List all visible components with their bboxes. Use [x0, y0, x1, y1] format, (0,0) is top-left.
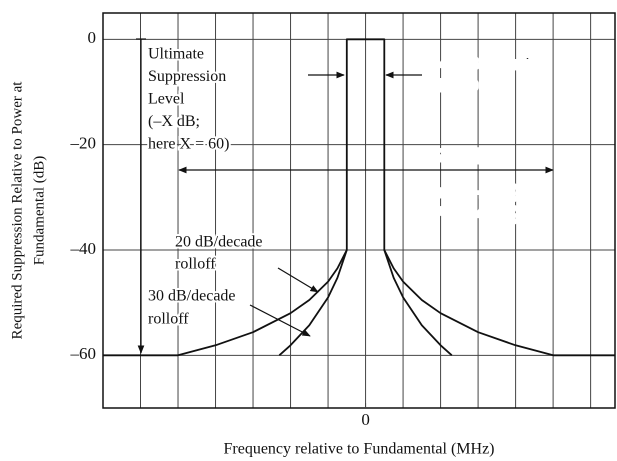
y-tick-label: –60	[70, 344, 97, 363]
annotation: rolloff	[148, 311, 189, 328]
annotation: Level	[148, 91, 185, 108]
y-tick-label: –20	[70, 134, 97, 153]
curve	[278, 249, 348, 356]
rolloff-30-pointer	[249, 304, 311, 337]
curve	[103, 38, 615, 357]
curve	[383, 249, 453, 356]
annotation: 30 dB/decade	[148, 288, 236, 305]
annotation: Ultimate	[148, 46, 204, 63]
plot-frame	[102, 12, 616, 409]
annotation: (here, [B(–X dB)]	[410, 184, 525, 201]
grid	[103, 13, 615, 408]
annotation: (–X dB;	[148, 113, 200, 130]
annotation: Suppression	[148, 68, 226, 85]
y-tick-label: 0	[88, 28, 97, 47]
annotation: –40 dB bandwidth	[431, 56, 550, 73]
x-tick-label: 0	[361, 410, 370, 429]
annotation: [B(–40 dB)]	[432, 78, 511, 95]
annotation: = 10*[B(–40 dB)]	[410, 206, 526, 223]
y-axis-label: Fundamental (dB)	[31, 156, 47, 266]
annotation: rolloff	[175, 256, 216, 273]
rolloff-20-pointer	[277, 267, 319, 293]
x-axis-label: Frequency relative to Fundamental (MHz)	[223, 441, 494, 458]
y-tick-label: –40	[70, 239, 97, 258]
y-axis-label: Required Suppression Relative to Power a…	[9, 81, 25, 340]
annotation: 20 dB/decade	[175, 234, 263, 251]
annotation: here X = 60)	[148, 136, 229, 153]
annotation: [B(–X dB)]	[410, 148, 484, 165]
